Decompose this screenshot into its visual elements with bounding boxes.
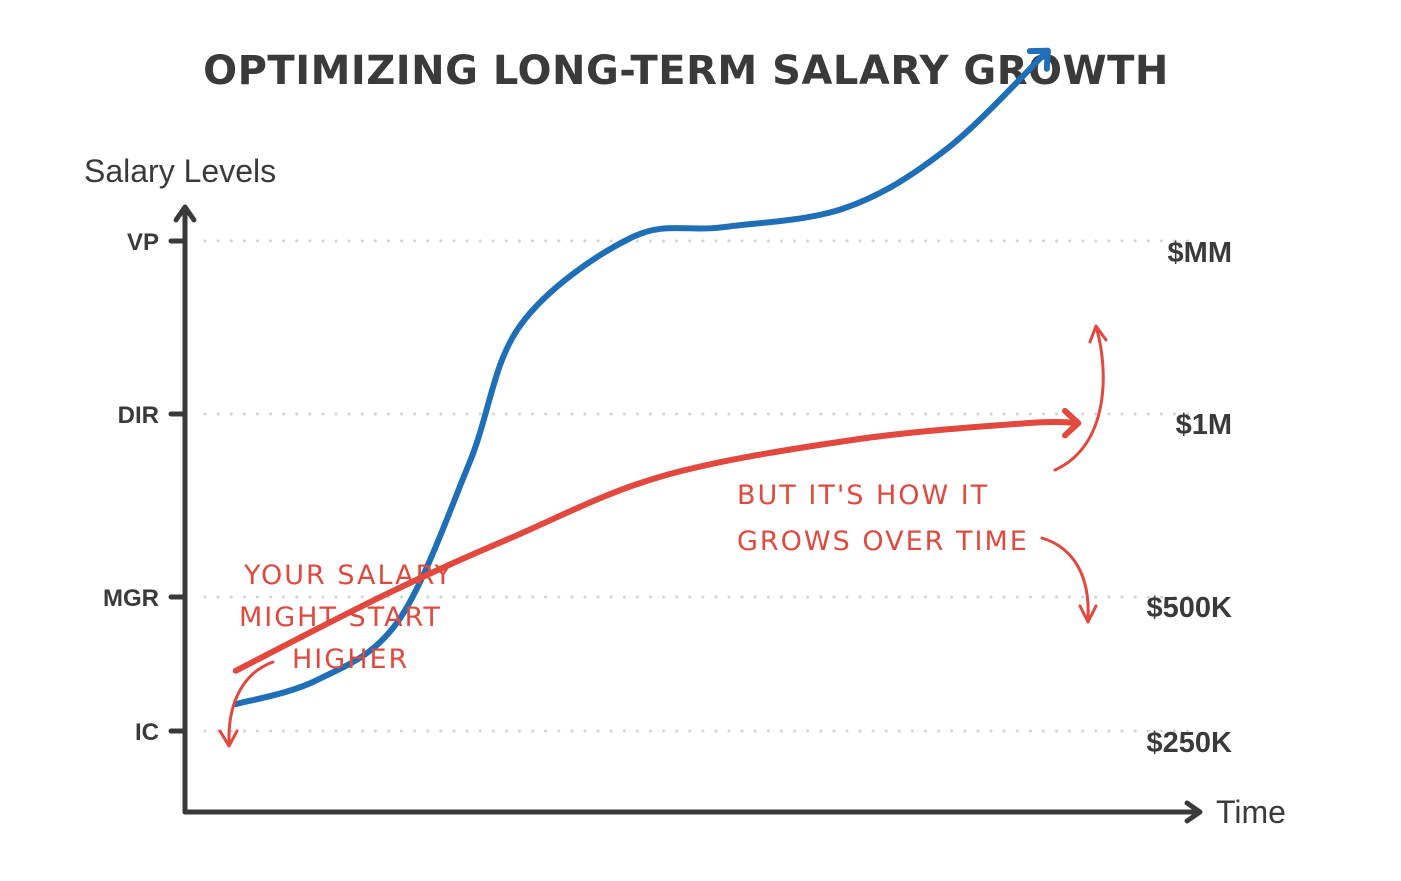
y-axis-arrowhead: [173, 204, 197, 223]
y-axis-ticks: IC MGR DIR VP: [103, 229, 188, 746]
blue-series-line: [232, 47, 1051, 708]
red-series-line: [232, 418, 1082, 674]
annotation-2-arrow-down: [1040, 536, 1090, 620]
annotation-1-line-3: HIGHER: [292, 644, 409, 675]
annotation-1: YOUR SALARY MIGHT START HIGHER: [218, 560, 453, 748]
x-axis-title: Time: [1216, 794, 1286, 830]
blue-series-arrowhead: [1026, 47, 1051, 72]
series: [232, 47, 1082, 708]
annotation-2-arrow-up: [1053, 328, 1105, 472]
gridlines: [203, 239, 1197, 733]
annotation-2: BUT IT'S HOW IT GROWS OVER TIME: [737, 324, 1108, 624]
annotation-2-line-2: GROWS OVER TIME: [737, 526, 1029, 557]
tick-label-mgr: MGR: [103, 585, 159, 612]
axes: [173, 204, 1203, 824]
annotation-2-line-1: BUT IT'S HOW IT: [737, 480, 989, 511]
chart-title: OPTIMIZING LONG-TERM SALARY GROWTH: [203, 48, 1169, 94]
tick-label-dir: DIR: [118, 402, 159, 429]
salary-label-1: $500K: [1147, 592, 1233, 624]
annotation-1-arrowhead: [218, 729, 239, 748]
salary-label-0: $250K: [1147, 727, 1233, 759]
tick-label-vp: VP: [127, 229, 159, 256]
annotation-2-arrow-up-head: [1088, 324, 1108, 344]
annotation-1-line-1: YOUR SALARY: [243, 560, 453, 591]
red-series-arrowhead: [1062, 407, 1082, 439]
y-axis-title: Salary Levels: [84, 153, 276, 189]
salary-label-3: $MM: [1168, 237, 1232, 269]
annotation-1-arrow: [227, 660, 275, 744]
x-axis-arrowhead: [1184, 800, 1203, 824]
annotation-1-line-2: MIGHT START: [239, 602, 442, 633]
tick-label-ic: IC: [135, 719, 159, 746]
salary-label-2: $1M: [1176, 409, 1232, 441]
annotation-2-arrow-down-head: [1078, 604, 1098, 624]
salary-labels: $250K $500K $1M $MM: [1147, 237, 1233, 759]
